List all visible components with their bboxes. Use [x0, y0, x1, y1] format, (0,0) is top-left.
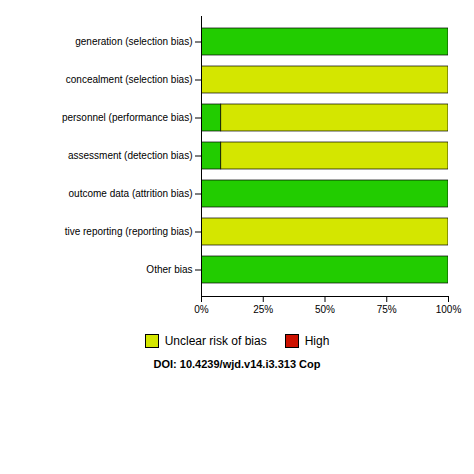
svg-text:assessment (detection bias): assessment (detection bias)	[68, 150, 193, 161]
svg-text:0%: 0%	[194, 304, 209, 315]
svg-text:generation (selection bias): generation (selection bias)	[75, 36, 192, 47]
svg-text:tive reporting (reporting bias: tive reporting (reporting bias)	[65, 226, 193, 237]
html-text:High: High	[304, 334, 330, 348]
svg-text:50%: 50%	[315, 304, 335, 315]
svg-text:outcome data (attrition bias): outcome data (attrition bias)	[69, 188, 193, 199]
svg-text:concealment (selection bias): concealment (selection bias)	[66, 74, 193, 85]
svg-text:personnel (performance bias): personnel (performance bias)	[62, 112, 193, 123]
svg-text:100%: 100%	[436, 304, 462, 315]
svg-text:25%: 25%	[253, 304, 273, 315]
svg-text:Other bias: Other bias	[146, 264, 192, 275]
html-text:DOI: 10.4239/wjd.v14.i3.313 Co: DOI: 10.4239/wjd.v14.i3.313 Cop	[153, 358, 321, 370]
svg-text:75%: 75%	[377, 304, 397, 315]
html-text:Unclear risk of bias: Unclear risk of bias	[164, 334, 267, 348]
